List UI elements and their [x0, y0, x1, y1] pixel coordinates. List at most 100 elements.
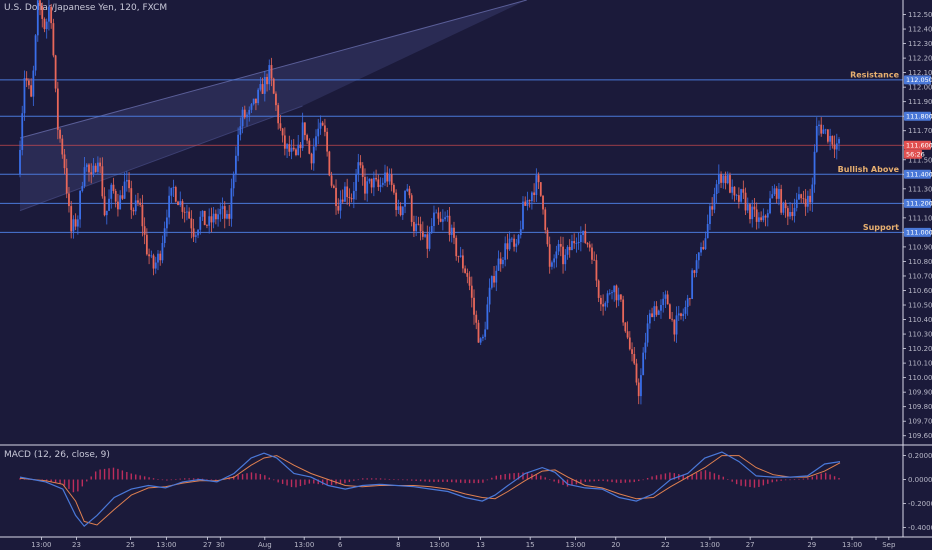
macd-histogram-bar-88 [411, 479, 413, 481]
price-tick-label-12: 111.300 [908, 185, 932, 193]
macd-histogram-bar-109 [504, 474, 506, 480]
macd-histogram-bar-77 [362, 478, 364, 480]
macd-histogram-bar-136 [624, 479, 627, 483]
candle-body-105 [252, 98, 255, 105]
candle-body-187 [435, 212, 438, 214]
macd-histogram-bar-87 [406, 479, 408, 481]
candle-body-98 [237, 134, 240, 156]
candle-body-271 [622, 299, 625, 323]
candle-body-5 [30, 85, 33, 97]
macd-histogram-bar-33 [166, 479, 168, 481]
candle-body-10 [41, 5, 44, 19]
macd-histogram-bar-27 [139, 475, 141, 480]
macd-histogram-bar-167 [762, 479, 765, 486]
level-tag-0-text: 112.050 [906, 76, 932, 84]
candle-body-102 [246, 114, 248, 118]
candle-body-139 [328, 151, 331, 176]
candle-body-30 [85, 164, 88, 168]
candle-body-188 [437, 212, 440, 219]
candle-body-124 [295, 149, 297, 156]
candle-body-12 [45, 21, 48, 30]
candle-body-222 [513, 238, 515, 247]
price-tick-label-16: 110.900 [908, 243, 932, 251]
candle-body-174 [406, 188, 409, 191]
candle-body-362 [824, 129, 827, 131]
candle-body-125 [297, 144, 300, 156]
candle-body-54 [139, 202, 142, 205]
candle-body-212 [490, 276, 493, 288]
candle-body-257 [591, 247, 593, 260]
candle-body-303 [693, 270, 696, 273]
candle-body-138 [326, 131, 329, 152]
macd-histogram-bar-171 [780, 479, 782, 481]
candle-body-262 [602, 304, 605, 307]
candle-body-145 [341, 199, 344, 202]
candle-body-340 [775, 188, 778, 199]
candle-body-90 [219, 208, 222, 215]
candle-body-41 [110, 184, 113, 199]
macd-histogram-bar-123 [566, 479, 569, 487]
macd-histogram-bar-0 [19, 478, 21, 480]
macd-histogram-bar-142 [651, 476, 653, 480]
candle-body-275 [631, 349, 633, 355]
macd-histogram-bar-22 [117, 468, 119, 480]
candle-body-288 [660, 305, 662, 311]
candle-body-8 [36, 0, 39, 36]
candle-body-343 [782, 202, 785, 213]
macd-tick-label-0: 0.2000 [908, 452, 932, 460]
macd-histogram-bar-15 [86, 479, 88, 482]
candle-body-19 [61, 138, 64, 155]
panel-frame [0, 0, 932, 538]
macd-histogram-bar-177 [807, 478, 809, 480]
candle-body-367 [835, 143, 838, 150]
macd-histogram-bar-83 [388, 479, 391, 480]
macd-histogram-bar-50 [241, 474, 244, 480]
candle-body-294 [673, 319, 676, 335]
candle-body-285 [653, 306, 656, 318]
candle-body-365 [831, 135, 834, 145]
candle-body-88 [214, 213, 217, 220]
candle-body-167 [390, 174, 393, 185]
time-axis[interactable]: 13:00 23 25 13:00 27 30 Aug 13:00 6 8 13:00 13 15 13:… [31, 537, 896, 549]
candle-body-251 [577, 241, 580, 244]
candle-body-13 [48, 6, 50, 22]
candle-body-287 [657, 310, 660, 315]
price-tick-label-25: 110.000 [908, 374, 932, 382]
macd-histogram-bar-106 [491, 477, 493, 480]
macd-histogram-bar-37 [183, 478, 186, 480]
candle-body-313 [715, 184, 718, 194]
candle-body-298 [682, 313, 685, 317]
candle-body-318 [726, 175, 729, 184]
candle-body-337 [769, 198, 771, 214]
candle-body-254 [584, 230, 587, 243]
candle-body-155 [364, 176, 366, 194]
macd-histogram-bar-80 [375, 478, 377, 480]
candle-body-330 [753, 206, 756, 210]
candle-body-148 [348, 197, 351, 199]
macd-tick-label-1: 0.0000 [908, 476, 932, 484]
candle-body-196 [455, 237, 458, 257]
candle-body-189 [439, 218, 442, 222]
candle-body-179 [417, 223, 420, 225]
macd-histogram-bar-107 [495, 475, 497, 480]
macd-histogram-bar-113 [522, 472, 524, 480]
candle-body-65 [163, 228, 166, 244]
macd-histogram-bar-163 [744, 479, 747, 487]
candle-body-213 [493, 276, 495, 283]
macd-histogram-bar-105 [486, 479, 489, 481]
level-tag-1-bg [904, 111, 931, 121]
candle-body-47 [123, 181, 126, 199]
macd-axis[interactable]: 0.2000 0.0000 -0.2000 -0.4000 [903, 452, 932, 532]
macd-histogram-bar-100 [464, 479, 466, 484]
candle-body-305 [697, 252, 700, 261]
candle-body-170 [397, 206, 400, 210]
time-tick-label-8: 6 [338, 541, 343, 549]
candle-body-95 [230, 188, 233, 219]
macd-histogram-bar-16 [90, 476, 92, 480]
candle-body-333 [760, 217, 763, 221]
candle-body-322 [735, 195, 738, 196]
candle-body-366 [833, 144, 836, 150]
candle-body-91 [221, 206, 224, 209]
candle-body-55 [141, 204, 144, 227]
